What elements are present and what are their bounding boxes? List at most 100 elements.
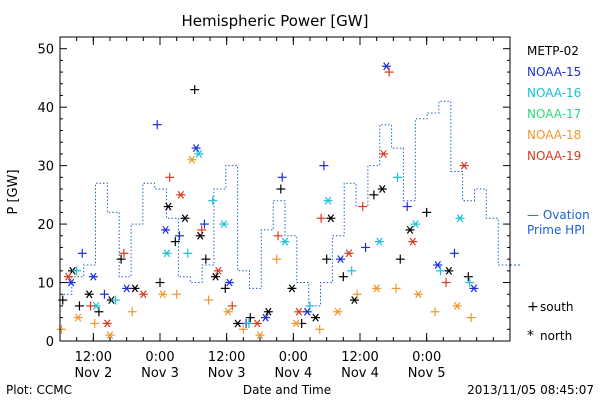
marker-symbol: *	[527, 328, 534, 344]
x-tick-label-time: 0:00	[412, 350, 441, 365]
data-point	[122, 284, 132, 293]
data-point	[211, 272, 221, 281]
data-point	[201, 254, 211, 264]
x-tick-label-time: 0:00	[145, 350, 174, 365]
star-stroke	[312, 313, 319, 322]
star-stroke	[292, 319, 300, 328]
data-point	[402, 202, 412, 212]
star-stroke	[281, 237, 289, 246]
star-stroke	[140, 290, 147, 299]
data-point	[326, 214, 336, 223]
y-tick-label: 10	[37, 277, 54, 292]
star-stroke	[345, 249, 353, 258]
data-point	[88, 272, 98, 281]
data-point	[183, 248, 193, 258]
data-point	[261, 313, 271, 322]
star-stroke	[159, 290, 166, 299]
star-stroke	[165, 202, 172, 211]
x-tick-label-date: Nov 3	[141, 366, 179, 381]
data-point	[130, 284, 140, 293]
data-point	[195, 231, 205, 240]
data-point	[102, 319, 112, 328]
star-stroke	[412, 220, 419, 229]
x-tick-label-time: 12:00	[75, 350, 112, 365]
star-stroke	[181, 214, 189, 223]
data-point	[463, 272, 473, 282]
data-point	[349, 296, 359, 305]
star-stroke	[104, 319, 111, 328]
y-tick-label: 20	[37, 218, 54, 233]
data-point	[152, 120, 162, 130]
data-point	[161, 225, 171, 234]
data-point	[94, 307, 104, 317]
star-stroke	[470, 284, 478, 293]
data-point	[99, 289, 109, 299]
data-point	[255, 331, 265, 340]
marker-label: north	[540, 329, 572, 343]
star-stroke	[224, 307, 232, 316]
data-point	[187, 155, 197, 164]
star-stroke	[92, 301, 100, 310]
x-tick-label-time: 12:00	[341, 350, 378, 365]
star-stroke	[380, 149, 387, 158]
ovation-label-line1: — Ovation	[527, 208, 590, 222]
star-stroke	[434, 261, 441, 269]
star-stroke	[90, 272, 97, 281]
data-point	[291, 319, 301, 328]
legend-entry: NOAA-17	[527, 107, 581, 121]
y-tick-label: 0	[46, 335, 54, 350]
star-stroke	[295, 307, 303, 316]
x-tick-label-time: 0:00	[279, 350, 308, 365]
data-point	[466, 313, 476, 323]
star-stroke	[67, 278, 75, 287]
data-point	[393, 172, 402, 182]
data-point	[220, 283, 230, 293]
data-point	[469, 284, 479, 293]
ovation-hpi-line-group	[60, 100, 522, 307]
data-point	[323, 196, 333, 205]
data-point	[333, 307, 343, 316]
data-point	[287, 284, 297, 293]
marker-legend: + south * north	[527, 299, 574, 344]
data-point	[116, 254, 126, 264]
star-stroke	[256, 331, 264, 340]
data-point	[280, 237, 290, 246]
data-point	[452, 301, 462, 310]
data-point	[224, 278, 234, 287]
data-point	[56, 324, 66, 334]
star-stroke	[220, 220, 228, 229]
star-stroke	[226, 278, 233, 287]
data-points	[56, 62, 479, 340]
legend-entry: NOAA-16	[527, 86, 581, 100]
star-stroke	[351, 296, 358, 305]
x-tick-label-date: Nov 4	[341, 366, 379, 381]
data-point	[272, 254, 282, 264]
data-point	[172, 289, 182, 299]
data-point	[197, 225, 207, 235]
y-tick-label: 30	[37, 160, 54, 175]
data-point	[163, 202, 173, 211]
star-stroke	[304, 307, 311, 316]
y-tick-label: 40	[37, 101, 54, 116]
data-point	[379, 149, 389, 158]
data-point	[194, 149, 204, 158]
data-point	[465, 278, 475, 288]
data-point	[63, 272, 73, 281]
data-point	[66, 278, 76, 287]
data-point	[422, 207, 432, 217]
data-point	[372, 284, 382, 293]
data-point	[430, 307, 440, 317]
y-tick-label: 50	[37, 43, 54, 58]
data-point	[405, 225, 415, 234]
data-point	[244, 318, 254, 328]
data-point	[338, 272, 348, 282]
star-stroke	[288, 284, 296, 293]
star-stroke	[215, 266, 222, 275]
x-tick-label-date: Nov 2	[74, 366, 112, 381]
star-stroke	[254, 319, 261, 328]
data-point	[361, 242, 371, 252]
data-point	[319, 161, 329, 171]
data-point	[191, 144, 201, 153]
data-point	[344, 249, 354, 258]
